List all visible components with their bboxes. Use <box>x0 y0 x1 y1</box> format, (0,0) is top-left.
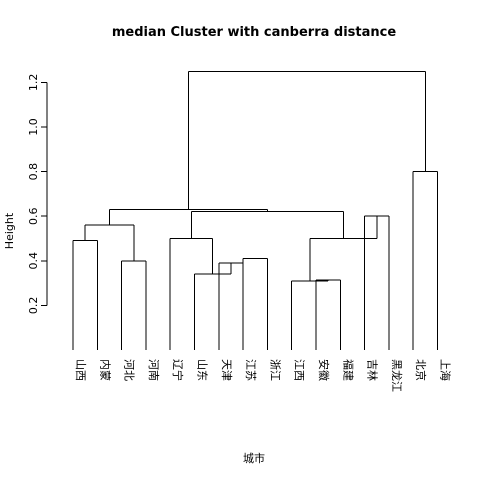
chart-title: median Cluster with canberra distance <box>112 25 397 40</box>
leaf-label: 河南 <box>147 359 160 381</box>
y-tick-label: 0.8 <box>27 163 40 181</box>
leaf-label: 山西 <box>74 359 87 381</box>
y-tick-label: 0.2 <box>27 297 40 315</box>
leaf-label: 江苏 <box>244 359 257 381</box>
leaf-label: 福建 <box>341 359 355 381</box>
y-tick-label: 1.0 <box>27 118 40 136</box>
leaf-label: 内蒙 <box>98 359 112 381</box>
dendrogram-branches <box>73 71 438 350</box>
y-tick-label: 0.4 <box>27 252 40 270</box>
leaf-label: 山东 <box>196 359 209 381</box>
leaf-label: 浙江 <box>268 359 281 381</box>
x-axis-label: 城市 <box>243 451 265 465</box>
y-axis: 0.2 0.4 0.6 0.8 1.0 1.2 <box>27 74 47 315</box>
leaf-label: 河北 <box>123 359 136 381</box>
leaf-label: 天津 <box>220 359 233 381</box>
leaf-label: 上海 <box>439 359 453 381</box>
y-tick-label: 1.2 <box>27 74 40 92</box>
y-tick-label: 0.6 <box>27 207 40 225</box>
leaf-label: 江西 <box>293 359 306 381</box>
leaf-label: 吉林 <box>366 359 380 381</box>
y-axis-label: Height <box>3 212 16 249</box>
leaf-label: 黑龙江 <box>390 359 403 392</box>
leaf-label: 安徽 <box>317 359 331 381</box>
leaf-label: 辽宁 <box>171 359 185 381</box>
leaf-label: 北京 <box>414 359 428 381</box>
leaf-labels: 山西 内蒙 河北 河南 辽宁 山东 天津 江苏 浙江 江西 安徽 福建 吉林 黑龙江 北京 上海 <box>74 359 453 392</box>
